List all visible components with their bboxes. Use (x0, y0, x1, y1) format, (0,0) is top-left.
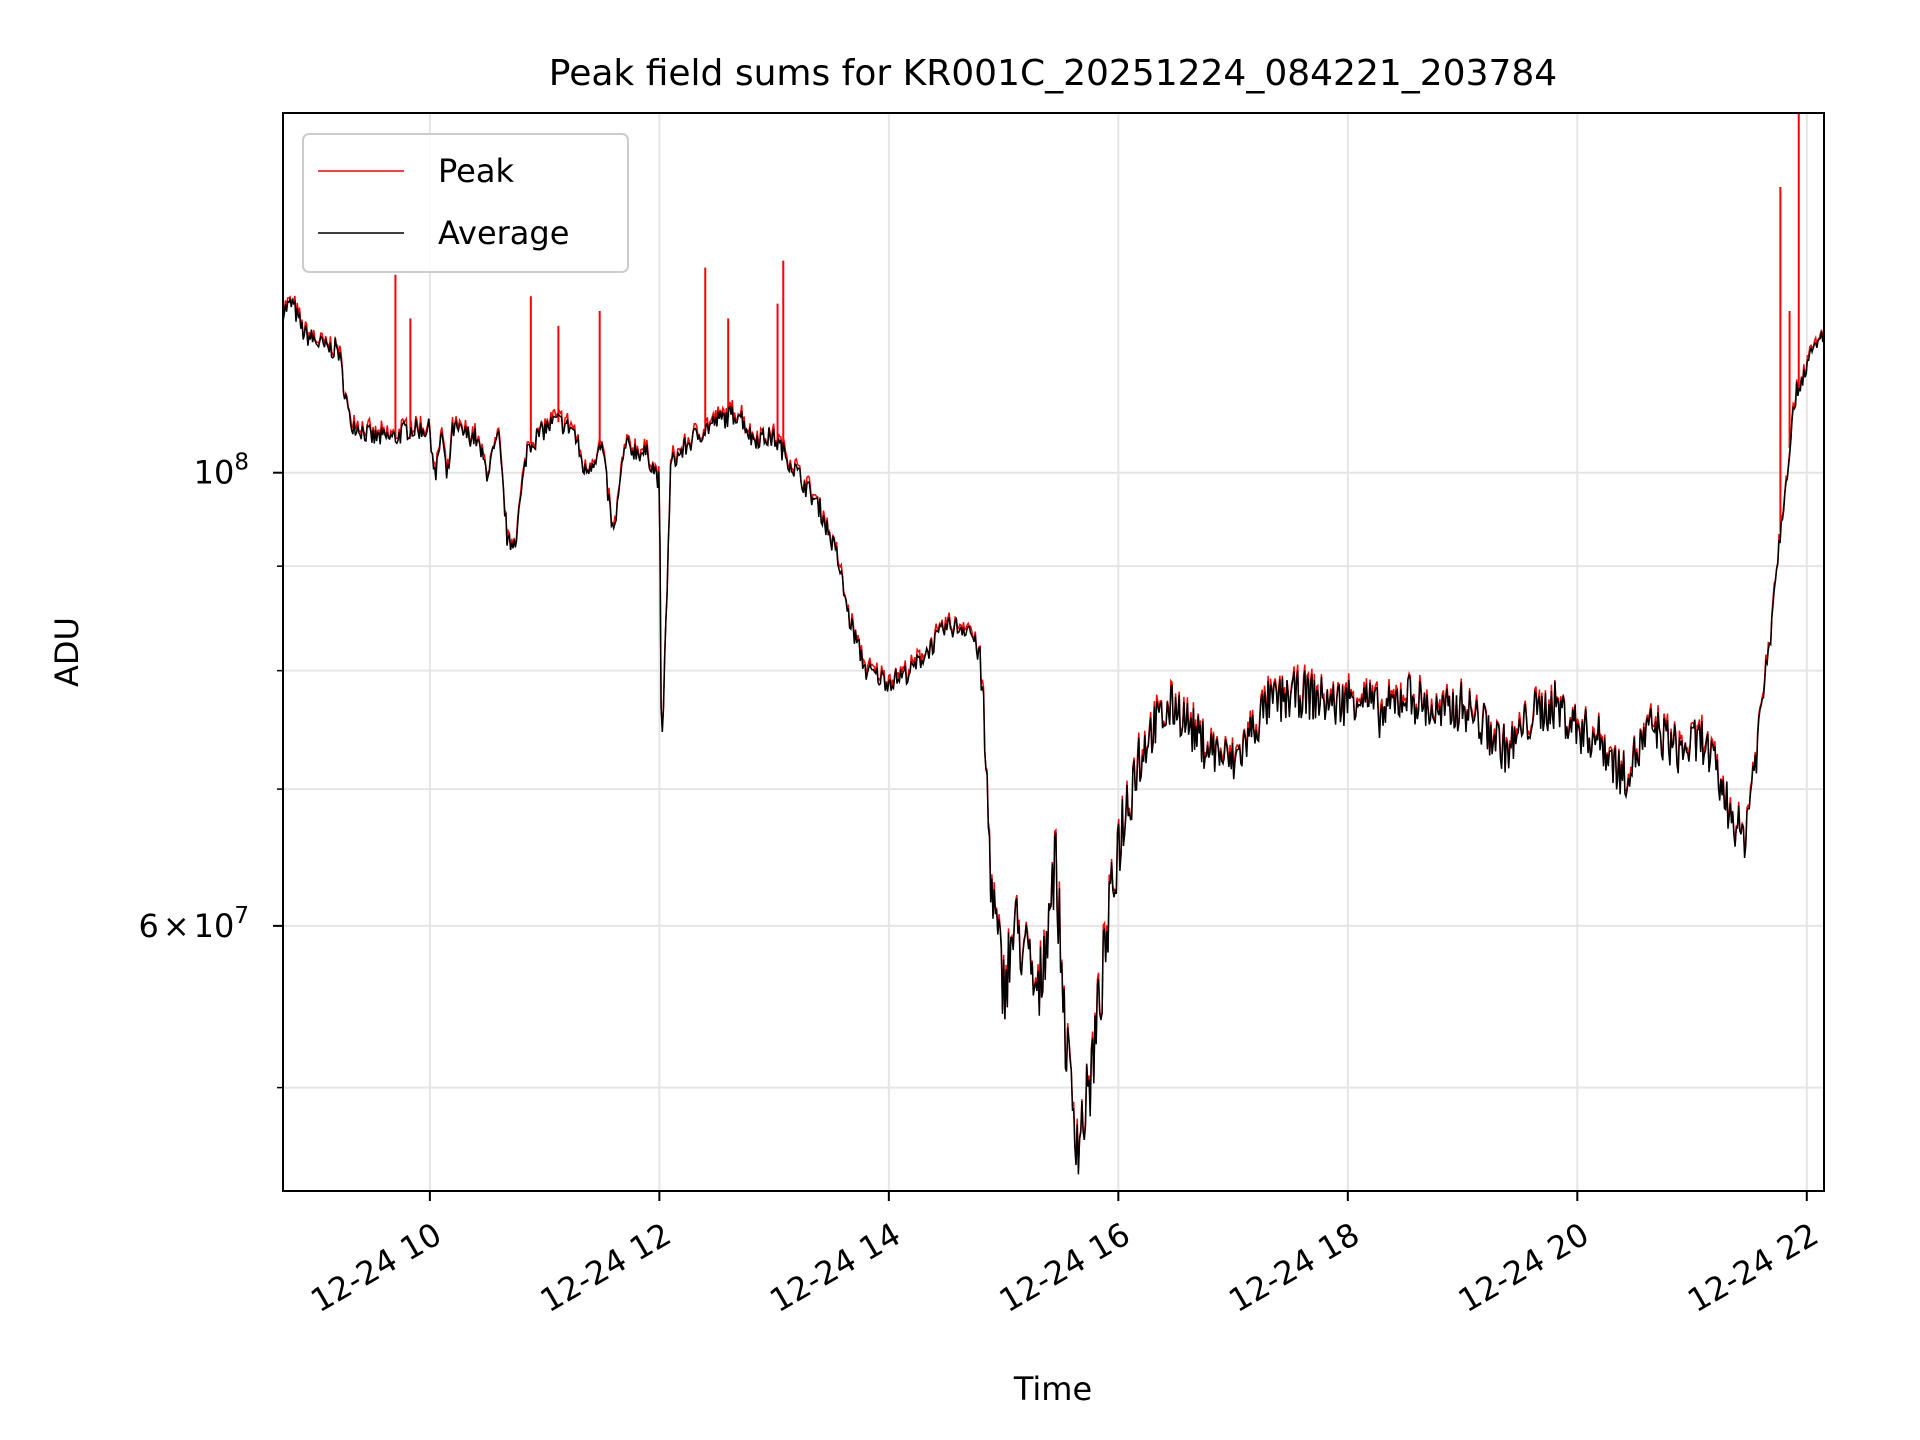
plot-frame (282, 112, 1825, 1192)
y-axis-label: ADU (48, 617, 86, 687)
chart-title: Peak field sums for KR001C_20251224_0842… (549, 53, 1557, 94)
x-tick-label: 12-24 12 (534, 1215, 678, 1320)
axis-ticks: 12-24 10 12-24 12 12-24 14 12-24 16 12-24 18… (138, 450, 1824, 1320)
y-tick-times: × (163, 907, 190, 945)
x-tick-label: 12-24 22 (1681, 1215, 1825, 1320)
y-tick-exponent: 8 (234, 450, 249, 476)
y-tick-exponent: 7 (234, 903, 249, 929)
legend-box (302, 133, 629, 273)
legend-peak-label: Peak (438, 152, 514, 190)
legend-average-label: Average (438, 214, 569, 252)
series-layer (282, 113, 1825, 1175)
x-tick-label: 12-24 20 (1452, 1215, 1596, 1320)
x-tick-label: 12-24 10 (304, 1215, 448, 1320)
grid-lines (283, 113, 1824, 1191)
x-tick-label: 12-24 14 (763, 1215, 907, 1320)
x-axis-label: Time (1013, 1370, 1092, 1408)
y-tick-mantissa: 6 (138, 907, 158, 945)
y-tick-base: 10 (194, 454, 235, 492)
x-tick-label: 12-24 16 (993, 1215, 1137, 1320)
y-tick-label: 108 (194, 450, 249, 492)
x-tick-label: 12-24 18 (1222, 1215, 1366, 1320)
legend: Peak Average (302, 133, 629, 273)
y-tick-base: 10 (194, 907, 235, 945)
y-tick-label: 6 × 107 (138, 903, 249, 945)
average-series-line (282, 297, 1825, 1175)
